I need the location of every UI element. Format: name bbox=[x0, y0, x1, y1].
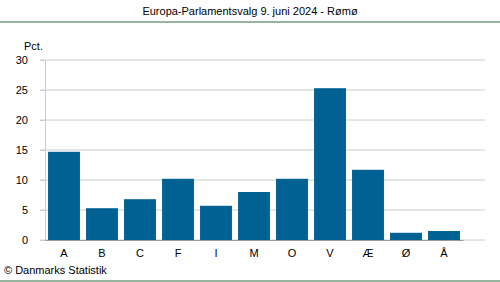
bar bbox=[390, 233, 422, 240]
source: © Danmarks Statistik bbox=[4, 264, 107, 276]
tick-label: A bbox=[60, 247, 68, 259]
tick: 10 bbox=[16, 174, 45, 186]
tick-label: 30 bbox=[16, 54, 28, 66]
bar bbox=[162, 179, 194, 240]
tick-mark bbox=[40, 60, 45, 61]
tick-mark bbox=[40, 210, 45, 211]
bar bbox=[48, 152, 80, 240]
grid bbox=[40, 60, 485, 240]
x-axis: ABCFIMOVÆØÅ bbox=[46, 240, 464, 259]
tick: O bbox=[288, 240, 297, 259]
header-rule bbox=[0, 22, 500, 23]
tick-label: 0 bbox=[22, 234, 28, 246]
bar bbox=[238, 192, 270, 240]
grid-line bbox=[40, 180, 485, 181]
tick-mark bbox=[40, 150, 45, 151]
tick-label: 20 bbox=[16, 114, 28, 126]
tick: I bbox=[214, 240, 217, 259]
tick: 30 bbox=[16, 54, 45, 66]
tick-label: Ø bbox=[402, 247, 411, 259]
bar bbox=[86, 208, 118, 240]
tick: V bbox=[326, 240, 334, 259]
tick-mark bbox=[40, 240, 45, 241]
bars bbox=[48, 88, 460, 240]
tick: F bbox=[175, 240, 182, 259]
chart: Europa-Parlamentsvalg 9. juni 2024 - Røm… bbox=[0, 0, 500, 282]
tick-label: O bbox=[288, 247, 297, 259]
tick-label: 5 bbox=[22, 204, 28, 216]
tick-label: V bbox=[326, 247, 334, 259]
grid-line bbox=[40, 150, 485, 151]
tick: 15 bbox=[16, 144, 45, 156]
tick: A bbox=[60, 240, 68, 259]
tick-label: 25 bbox=[16, 84, 28, 96]
tick: 20 bbox=[16, 114, 45, 126]
tick-mark bbox=[40, 90, 45, 91]
tick: Æ bbox=[363, 240, 374, 259]
tick-mark bbox=[40, 120, 45, 121]
y-axis-line bbox=[40, 61, 46, 241]
tick: M bbox=[249, 240, 258, 259]
bar bbox=[352, 170, 384, 240]
footer-rule bbox=[0, 281, 500, 282]
bar bbox=[200, 206, 232, 240]
title: Europa-Parlamentsvalg 9. juni 2024 - Røm… bbox=[142, 5, 357, 17]
tick-label: Æ bbox=[363, 247, 374, 259]
x-axis-line bbox=[46, 240, 464, 241]
tick-label: I bbox=[214, 247, 217, 259]
bar bbox=[428, 231, 460, 240]
tick: Ø bbox=[402, 240, 411, 259]
grid-line bbox=[40, 120, 485, 121]
bar bbox=[276, 179, 308, 240]
tick: B bbox=[98, 240, 105, 259]
y-axis-label: Pct. bbox=[24, 40, 43, 52]
bar bbox=[314, 88, 346, 240]
tick-label: M bbox=[249, 247, 258, 259]
bar bbox=[124, 199, 156, 240]
tick: 0 bbox=[22, 234, 45, 246]
tick: 25 bbox=[16, 84, 45, 96]
tick: 5 bbox=[22, 204, 45, 216]
tick-label: C bbox=[136, 247, 144, 259]
tick-label: Å bbox=[440, 247, 448, 259]
tick-label: 10 bbox=[16, 174, 28, 186]
grid-line bbox=[40, 90, 485, 91]
tick-mark bbox=[40, 180, 45, 181]
tick-label: B bbox=[98, 247, 105, 259]
tick-label: F bbox=[175, 247, 182, 259]
tick: C bbox=[136, 240, 144, 259]
tick-label: 15 bbox=[16, 144, 28, 156]
y-axis: 0 5 10 15 20 25 30 bbox=[16, 54, 46, 246]
grid-line bbox=[40, 60, 485, 61]
tick: Å bbox=[440, 240, 448, 259]
